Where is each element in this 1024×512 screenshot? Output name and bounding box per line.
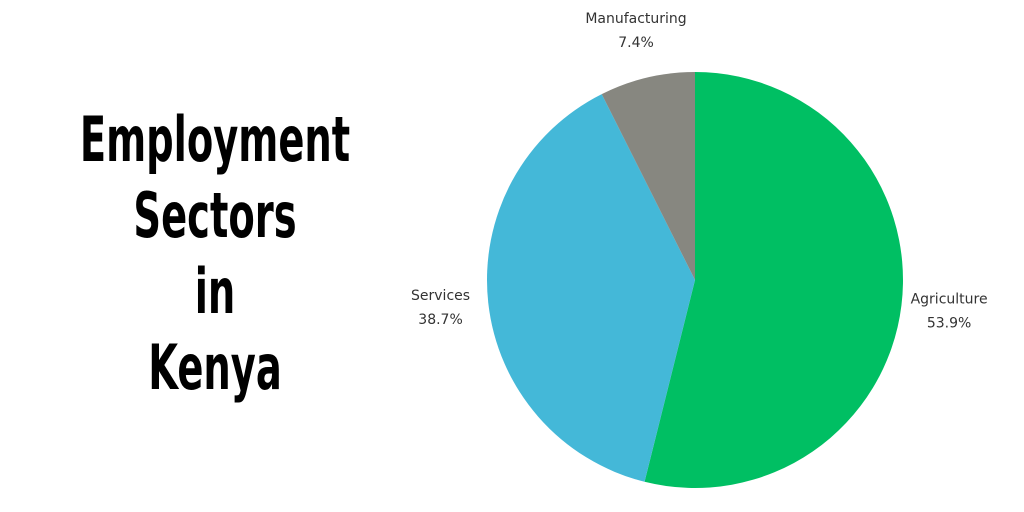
pie-slice: [601, 72, 695, 280]
chart-title: Employment Sectors in Kenya: [79, 103, 351, 404]
slice-value-label: 7.4%: [618, 35, 654, 51]
pie-slice: [486, 94, 695, 482]
slice-label: Manufacturing: [585, 11, 686, 27]
pie-slice: [644, 72, 903, 488]
slice-value-label: 53.9%: [927, 315, 971, 331]
slice-label: Agriculture: [911, 291, 988, 307]
slice-value-label: 38.7%: [418, 312, 462, 328]
slice-label: Services: [411, 288, 470, 304]
